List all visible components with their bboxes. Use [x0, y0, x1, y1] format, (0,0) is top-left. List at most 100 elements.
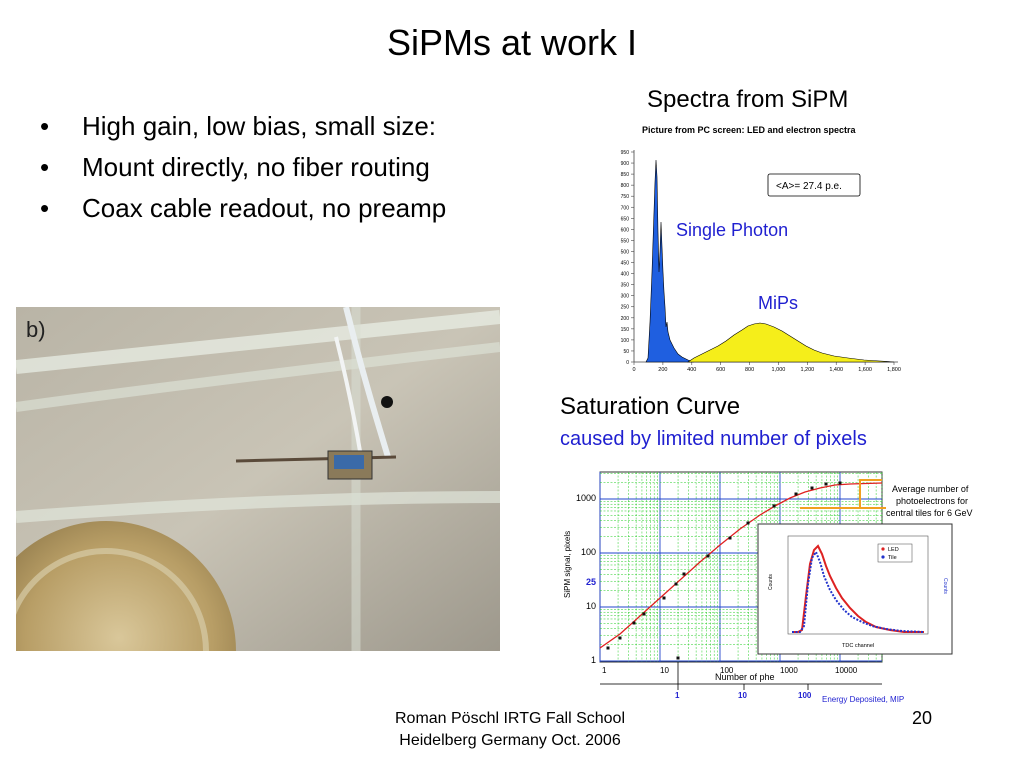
spectra-y-tick-label: 950	[621, 150, 630, 156]
sat-y-tick-label: 1000	[576, 493, 596, 503]
cable-icon	[334, 336, 363, 458]
spectra-y-tick-label: 250	[621, 305, 630, 311]
spectra-y-tick-label: 400	[621, 272, 630, 278]
bullet-text: Coax cable readout, no preamp	[82, 193, 447, 223]
spectra-x-tick-label: 1,200	[800, 367, 814, 372]
footer-line: Heidelberg Germany Oct. 2006	[399, 732, 621, 749]
sat-data-point	[632, 621, 636, 625]
inset-legend-label: LED	[888, 547, 899, 553]
saturation-title: Saturation Curve	[560, 393, 741, 420]
saturation-fit-line	[599, 482, 883, 649]
bullet-dot-icon: •	[40, 193, 50, 223]
spectra-y-tick-label: 850	[621, 172, 630, 178]
spectra-y-tick-label: 350	[621, 283, 630, 289]
bullet-item: • High gain, low bias, small size:	[40, 106, 446, 147]
single-photon-peak	[645, 159, 695, 363]
sat-data-point	[642, 612, 646, 616]
slide-title: SiPMs at work I	[386, 22, 638, 63]
spectra-y-tick-label: 300	[621, 294, 630, 300]
mean-box-text: <A>= 27.4 p.e.	[776, 181, 842, 192]
spectra-x-tick-label: 800	[745, 367, 754, 372]
sat-data-point	[682, 572, 686, 576]
inset-legend-led-marker	[881, 547, 885, 551]
spectra-figure: Picture from PC screen: LED and electron…	[621, 125, 901, 372]
sat-data-point	[662, 596, 666, 600]
spectra-y-tick-label: 150	[621, 327, 630, 333]
bullet-text: High gain, low bias, small size:	[82, 111, 437, 141]
sat-x-tick-label: 10	[660, 666, 669, 675]
bullet-item: • Mount directly, no fiber routing	[40, 147, 446, 188]
saturation-figure: 1000 100 10 1 25 1 10 100 1000 10000 Num…	[563, 471, 973, 704]
annotation-line: Average number of	[892, 484, 969, 494]
footer-line: Roman Pöschl IRTG Fall School	[394, 710, 625, 727]
mean-box	[767, 173, 861, 197]
energy-tick-label: 10	[738, 691, 747, 700]
bullet-dot-icon: •	[40, 111, 50, 141]
spectra-y-tick-label: 500	[621, 249, 630, 255]
spectra-y-tick-label: 450	[621, 261, 630, 267]
spectra-x-tick-label: 1,400	[829, 367, 843, 372]
spectra-y-tick-label: 550	[621, 238, 630, 244]
bullet-item: • Coax cable readout, no preamp	[40, 188, 446, 229]
fiber-loop-icon	[16, 491, 500, 523]
mips-label: MiPs	[758, 293, 798, 313]
spectra-figure-title: Picture from PC screen: LED and electron…	[642, 125, 857, 135]
spectra-y-tick-label: 700	[621, 205, 630, 211]
inset-y-label-right: Counts	[942, 578, 948, 594]
sat-y-label: SiPM signal, pixels	[563, 531, 572, 598]
bullet-list: • High gain, low bias, small size: • Mount…	[40, 106, 446, 229]
spectra-y-tick-label: 100	[621, 338, 630, 344]
sat-y-tick-label: 1	[591, 655, 596, 665]
sat-x-label: Number of phe	[715, 672, 775, 682]
inset-legend-label: Tile	[888, 555, 897, 561]
page-number: 20	[912, 708, 933, 728]
sat-data-point	[746, 521, 750, 525]
coin-rim-icon	[16, 548, 209, 651]
annotation-line: central tiles for 6 GeV	[886, 508, 973, 518]
single-photon-label: Single Photon	[676, 220, 788, 240]
spectra-x-ticks: 0 200 400 600 800 1,000 1,200 1,400 1,600 1,800	[632, 362, 901, 372]
mips-distribution	[687, 322, 895, 363]
sat-x-tick-label: 100	[720, 666, 734, 675]
energy-tick-label: 1	[675, 691, 680, 700]
spectra-x-tick-label: 600	[716, 367, 725, 372]
sat-data-point	[794, 492, 798, 496]
inset-plot: LED Tile TDC channel Counts Counts	[757, 523, 953, 655]
saturation-subtitle: caused by limited number of pixels	[560, 428, 867, 450]
spectra-y-ticks: 0 50 100 150 200 250 300 350 400 450 500 550 600 650 7…	[621, 150, 634, 366]
sat-data-point	[838, 481, 842, 485]
sat-data-point	[772, 504, 776, 508]
energy-tick-label: 100	[798, 691, 812, 700]
sat-data-point	[810, 486, 814, 490]
cable-icon	[343, 307, 391, 458]
spectra-x-tick-label: 1,800	[887, 367, 901, 372]
spectra-caption: Spectra from SiPM	[647, 86, 849, 113]
spectra-y-tick-label: 650	[621, 216, 630, 222]
spectra-x-tick-label: 0	[632, 367, 635, 372]
sat-x-tick-label: 1000	[780, 666, 798, 675]
sat-x-tick-label: 10000	[835, 666, 858, 675]
inset-x-label: TDC channel	[842, 643, 874, 649]
screw-icon	[381, 396, 393, 408]
sat-y-marker: 25	[586, 577, 596, 587]
spectra-x-tick-label: 1,600	[858, 367, 872, 372]
spectra-y-tick-label: 0	[626, 360, 629, 366]
inset-legend-tile-marker	[881, 555, 885, 559]
bullet-text: Mount directly, no fiber routing	[82, 152, 430, 182]
sat-data-point	[728, 536, 732, 540]
sat-data-point	[676, 656, 680, 660]
spectra-x-tick-label: 1,000	[772, 367, 786, 372]
sat-data-point	[674, 582, 678, 586]
sat-data-point	[824, 482, 828, 486]
footer: Roman Pöschl IRTG Fall School Heidelberg…	[340, 708, 680, 752]
annotation-line: photoelectrons for	[896, 496, 968, 506]
sat-data-point	[618, 636, 622, 640]
annotation-bracket	[800, 479, 886, 509]
photo-label: b)	[26, 317, 46, 342]
spectra-y-tick-label: 50	[623, 349, 629, 355]
spectra-y-tick-label: 750	[621, 194, 630, 200]
sat-y-tick-label: 100	[581, 547, 596, 557]
inset-y-label-left: Counts	[768, 574, 774, 590]
sipm-photo: b)	[16, 307, 500, 651]
inset-tile-curve	[792, 549, 925, 633]
